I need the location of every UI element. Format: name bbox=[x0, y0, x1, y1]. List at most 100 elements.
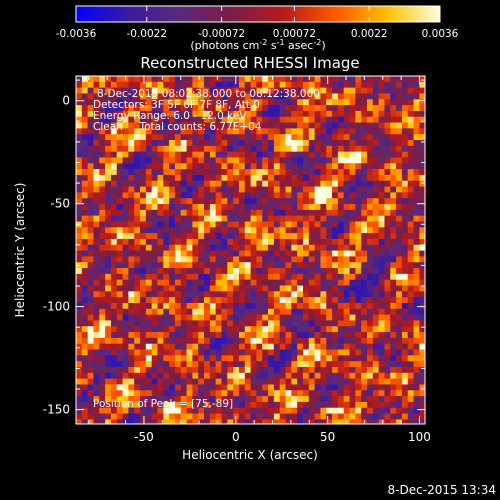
heatmap-cell bbox=[233, 198, 240, 205]
heatmap-cell bbox=[326, 116, 333, 124]
heatmap-cell bbox=[93, 332, 100, 339]
heatmap-cell bbox=[419, 320, 425, 327]
heatmap-cell bbox=[204, 163, 211, 170]
heatmap-cell bbox=[337, 238, 345, 246]
heatmap-cell bbox=[99, 285, 106, 292]
heatmap-cell bbox=[128, 238, 135, 246]
heatmap-cell bbox=[140, 244, 147, 252]
heatmap-cell bbox=[285, 122, 292, 129]
heatmap-cell bbox=[279, 76, 287, 83]
heatmap-cell bbox=[105, 233, 112, 240]
heatmap-cell bbox=[105, 209, 112, 217]
heatmap-cell bbox=[122, 99, 129, 106]
heatmap-cell bbox=[367, 273, 374, 281]
heatmap-cell bbox=[349, 116, 356, 124]
heatmap-cell bbox=[390, 367, 397, 374]
heatmap-cell bbox=[233, 291, 240, 298]
heatmap-cell bbox=[110, 291, 118, 298]
heatmap-cell bbox=[93, 326, 100, 333]
heatmap-cell bbox=[99, 227, 106, 234]
heatmap-cell bbox=[390, 297, 397, 304]
heatmap-cell bbox=[215, 279, 223, 287]
heatmap-cell bbox=[233, 361, 240, 368]
heatmap-cell bbox=[140, 390, 147, 397]
colorbar: -0.0036 -0.0022 -0.00072 0.00072 0.0022 0.003… bbox=[56, 5, 459, 52]
heatmap-cell bbox=[76, 372, 83, 380]
heatmap-cell bbox=[180, 215, 188, 223]
heatmap-cell bbox=[256, 256, 263, 263]
heatmap-cell bbox=[268, 419, 275, 424]
heatmap-cell bbox=[390, 401, 397, 409]
heatmap-cell bbox=[93, 390, 100, 397]
heatmap-cell bbox=[204, 227, 211, 234]
heatmap-cell bbox=[302, 76, 310, 83]
heatmap-cell bbox=[279, 192, 287, 199]
heatmap-cell bbox=[250, 268, 258, 275]
heatmap-cell bbox=[419, 268, 425, 275]
heatmap-cell bbox=[180, 378, 188, 386]
heatmap-cell bbox=[93, 262, 100, 269]
heatmap-cell bbox=[419, 105, 425, 112]
heatmap-cell bbox=[396, 332, 403, 339]
heatmap-cell bbox=[396, 361, 403, 368]
heatmap-cell bbox=[314, 157, 322, 164]
heatmap-cell bbox=[145, 367, 153, 374]
heatmap-cell bbox=[378, 204, 386, 211]
heatmap-cell bbox=[349, 151, 356, 159]
heatmap-cell bbox=[99, 326, 106, 333]
heatmap-cell bbox=[355, 93, 362, 100]
heatmap-cell bbox=[140, 320, 147, 327]
heatmap-cell bbox=[163, 419, 170, 424]
heatmap-cell bbox=[169, 169, 176, 176]
heatmap-cell bbox=[122, 314, 129, 322]
heatmap-cell bbox=[116, 99, 124, 106]
heatmap-cell bbox=[180, 227, 188, 234]
heatmap-cell bbox=[76, 291, 83, 298]
heatmap-cell bbox=[349, 337, 356, 345]
heatmap-cell bbox=[372, 332, 380, 339]
heatmap-cell bbox=[361, 163, 368, 170]
heatmap-cell bbox=[273, 157, 281, 164]
heatmap-cell bbox=[343, 262, 351, 269]
heatmap-cell bbox=[76, 343, 83, 351]
heatmap-cell bbox=[122, 209, 129, 217]
heatmap-cell bbox=[367, 209, 374, 217]
heatmap-cell bbox=[116, 186, 124, 193]
heatmap-cell bbox=[169, 355, 176, 362]
heatmap-cell bbox=[204, 233, 211, 240]
heatmap-cell bbox=[396, 186, 403, 193]
heatmap-cell bbox=[378, 81, 386, 89]
heatmap-cell bbox=[215, 308, 223, 316]
heatmap-cell bbox=[215, 174, 223, 182]
colorbar-frame bbox=[75, 5, 441, 23]
heatmap-cell bbox=[396, 308, 403, 316]
heatmap-cell bbox=[337, 326, 345, 333]
heatmap-cell bbox=[151, 110, 159, 118]
heatmap-cell bbox=[268, 291, 275, 298]
heatmap-cell bbox=[134, 145, 141, 153]
heatmap-cell bbox=[291, 204, 298, 211]
heatmap-cell bbox=[244, 116, 252, 124]
heatmap-cell bbox=[151, 198, 159, 205]
heatmap-cell bbox=[302, 314, 310, 322]
heatmap-cell bbox=[145, 186, 153, 193]
heatmap-cell bbox=[250, 378, 258, 386]
y-tick-label: -150 bbox=[43, 403, 70, 417]
heatmap-cell bbox=[233, 343, 240, 351]
heatmap-cell bbox=[413, 128, 420, 135]
heatmap-cell bbox=[256, 320, 263, 327]
heatmap-cell bbox=[361, 349, 368, 356]
heatmap-cell bbox=[413, 291, 420, 298]
heatmap-cell bbox=[413, 233, 420, 240]
heatmap-cell bbox=[256, 204, 263, 211]
heatmap-cell bbox=[174, 401, 182, 409]
heatmap-cell bbox=[180, 186, 188, 193]
heatmap-cell bbox=[279, 93, 287, 100]
heatmap-cell bbox=[87, 297, 95, 304]
heatmap-cell bbox=[140, 151, 147, 159]
heatmap-cell bbox=[87, 221, 95, 228]
heatmap-cell bbox=[291, 384, 298, 391]
heatmap-cell bbox=[407, 76, 415, 83]
heatmap-cell bbox=[145, 308, 153, 316]
heatmap-cell bbox=[273, 407, 281, 415]
